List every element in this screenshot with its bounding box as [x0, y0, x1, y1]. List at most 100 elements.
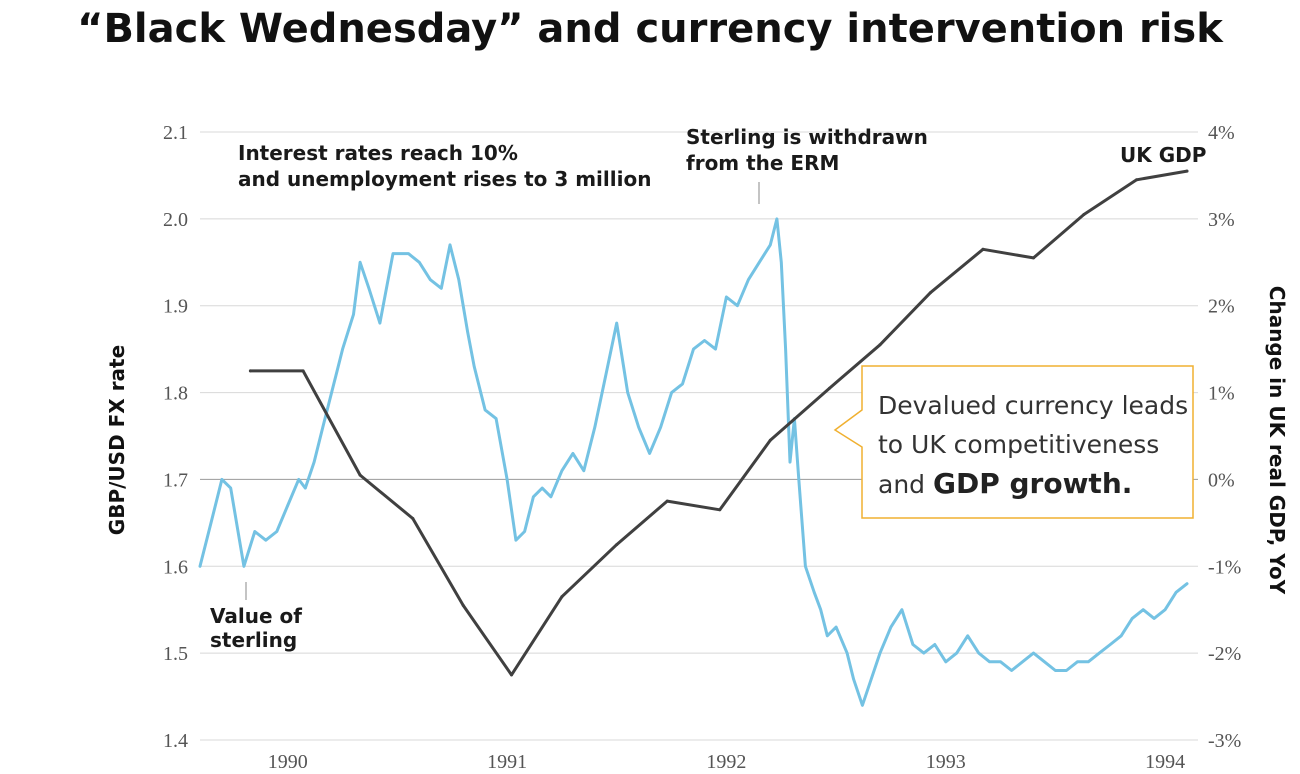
fx-point	[637, 426, 640, 429]
fx-point	[769, 243, 772, 247]
gdp-point	[1032, 256, 1035, 260]
fx-series	[198, 217, 1189, 707]
fx-point	[407, 252, 410, 255]
x-tick-label: 1993	[926, 751, 966, 773]
left-tick-label: 1.8	[163, 383, 188, 405]
left-tick-label: 1.6	[163, 556, 188, 578]
left-tick-label: 1.4	[163, 730, 188, 752]
fx-point	[483, 408, 487, 412]
fx-point	[977, 651, 980, 655]
x-tick-label: 1990	[268, 751, 308, 773]
left-tick-label: 1.9	[163, 296, 188, 318]
right-tick-label: 1%	[1208, 383, 1235, 405]
fx-point	[692, 347, 695, 351]
fx-point	[1185, 582, 1189, 585]
fx-point	[391, 252, 395, 255]
gdp-point	[878, 343, 882, 347]
fx-point	[703, 339, 706, 342]
gdp-point	[510, 673, 513, 677]
left-tick-label: 2.1	[163, 122, 188, 144]
fx-point	[440, 287, 443, 290]
fx-point	[549, 495, 553, 498]
fx-point	[1152, 617, 1156, 620]
fx-point	[523, 530, 526, 533]
gdp-series-label: UK GDP	[1120, 143, 1206, 167]
fx-point	[966, 634, 969, 637]
fx-point	[418, 261, 421, 264]
fx-point	[238, 539, 241, 542]
fx-point	[988, 660, 991, 663]
chart-title: “Black Wednesday” and currency intervent…	[77, 6, 1223, 52]
fx-point	[1054, 669, 1057, 672]
right-axis-title: Change in UK real GDP, YoY	[1265, 286, 1289, 595]
fx-point	[541, 486, 544, 490]
fx-point	[429, 278, 432, 281]
annotation-sterling-line2: sterling	[210, 628, 297, 652]
fx-point	[352, 313, 355, 316]
fx-point	[784, 347, 787, 351]
annotation-erm-line2: from the ERM	[686, 151, 839, 175]
fx-point	[758, 261, 761, 264]
fx-point	[1032, 651, 1035, 655]
fx-point	[1174, 591, 1178, 594]
fx-point	[804, 565, 807, 568]
fx-point	[367, 287, 371, 290]
gdp-point	[665, 499, 669, 503]
fx-point	[845, 651, 849, 655]
fx-point	[593, 426, 596, 429]
callout-line1: Devalued currency leads	[878, 391, 1188, 420]
left-tick-label: 1.7	[163, 469, 188, 491]
fx-point	[1142, 608, 1145, 611]
fx-point	[870, 678, 873, 681]
fx-point	[286, 504, 289, 507]
fx-point	[209, 521, 213, 525]
fx-point	[747, 278, 750, 281]
gdp-point	[358, 473, 362, 477]
fx-point	[900, 608, 904, 611]
fx-point	[955, 651, 958, 655]
fx-point	[466, 330, 469, 333]
x-tick-label: 1991	[487, 751, 527, 773]
fx-point	[604, 374, 607, 377]
fx-point	[1098, 651, 1101, 655]
fx-point	[457, 278, 460, 281]
right-tick-label: -2%	[1208, 643, 1241, 665]
fx-point	[1010, 669, 1013, 672]
fx-point	[736, 304, 739, 307]
callout-line3-prefix: and	[878, 470, 933, 499]
fx-point	[198, 565, 202, 568]
fx-point	[861, 704, 864, 707]
fx-point	[532, 495, 535, 498]
gdp-point	[718, 508, 722, 512]
right-tick-label: -3%	[1208, 730, 1241, 752]
fx-point	[788, 460, 792, 464]
gdp-point	[560, 595, 564, 599]
fx-point	[321, 426, 324, 429]
right-tick-label: 4%	[1208, 122, 1235, 144]
fx-point	[826, 634, 829, 637]
callout-line3-bold: GDP growth.	[933, 467, 1132, 500]
fx-point	[714, 347, 717, 351]
annotation-interest-line1: Interest rates reach 10%	[238, 141, 518, 165]
fx-point	[681, 382, 684, 386]
fx-point	[264, 539, 267, 542]
fx-point	[448, 243, 452, 247]
fx-point	[505, 478, 509, 481]
callout-line3: and GDP growth.	[878, 467, 1132, 500]
gdp-point	[928, 291, 932, 295]
fx-point	[1021, 660, 1024, 663]
fx-point	[494, 417, 498, 420]
fx-point	[275, 530, 278, 533]
fx-point	[571, 452, 575, 455]
fx-point	[775, 217, 779, 221]
callout-border	[833, 365, 1194, 519]
fx-point	[560, 469, 564, 472]
x-tick-label: 1994	[1145, 751, 1185, 773]
fx-point	[797, 478, 800, 481]
fx-point	[473, 365, 476, 368]
fx-point	[889, 625, 893, 629]
fx-point	[659, 426, 662, 429]
x-axis-ticks: 1990 1991 1992 1993 1994	[268, 751, 1185, 773]
fx-point	[378, 321, 382, 325]
gdp-point	[248, 369, 252, 373]
